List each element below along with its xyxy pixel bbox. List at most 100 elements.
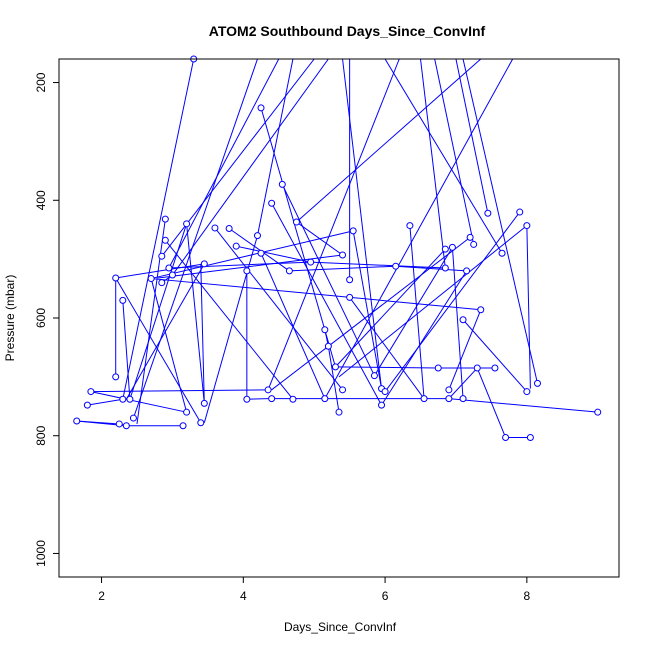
data-point [441,264,449,272]
series-line-segment [168,261,311,269]
series-line-segment [260,107,336,367]
y-tick-label: 400 [34,190,48,210]
data-point [292,218,300,226]
y-tick-label: 800 [34,425,48,445]
data-point [594,408,602,416]
data-point [183,220,191,228]
series-lines [76,59,598,438]
data-point [406,222,414,230]
data-point [200,399,208,407]
data-point [257,249,265,257]
series-line-segment [476,367,507,438]
data-point [119,296,127,304]
series-points [73,55,602,441]
series-line-segment [122,300,131,400]
data-point [459,395,467,403]
data-point [161,236,169,244]
data-point [197,419,205,427]
data-point [225,225,233,233]
series-line-segment [90,389,269,393]
series-line-segment [310,261,446,269]
data-point [126,395,134,403]
data-point [158,252,166,260]
data-point [307,258,315,266]
data-point [112,373,120,381]
data-point [473,364,481,372]
data-point [445,386,453,394]
data-point [445,395,453,403]
series-line-segment [296,59,482,223]
data-point [441,245,449,253]
data-point [147,275,155,283]
series-line-segment [186,223,205,404]
series-line-segment [246,398,269,400]
series-line-segment [384,59,503,254]
data-point [463,267,471,275]
data-point [349,227,357,235]
data-point [381,388,389,396]
data-point [161,215,169,223]
series-line-segment [455,59,489,214]
data-point [83,401,91,409]
x-tick-label: 2 [98,589,105,603]
data-point [477,306,485,314]
series-line-segment [132,59,258,419]
data-point [253,232,261,240]
series-line-segment [87,398,123,406]
data-point [526,433,534,441]
data-point [285,267,293,275]
data-point [158,279,166,287]
series-line-segment [172,59,329,276]
data-point [392,262,400,270]
data-point [523,222,531,230]
series-line-segment [448,309,482,390]
axes: 2 4 6 8 200 400 600 800 1000 [34,72,531,603]
series-line-segment [409,225,425,399]
x-axis-label: Days_Since_ConvInf [284,620,397,634]
series-line-segment [281,184,375,376]
data-point [339,251,347,259]
series-line-segment [150,278,188,413]
series-line-segment [115,277,202,424]
chart-title: ATOM2 Southbound Days_Since_ConvInf [209,23,486,39]
series-line-segment [448,398,598,413]
data-point [523,388,531,396]
data-point [470,240,478,248]
data-point [448,243,456,251]
series-line-segment [434,59,475,245]
y-tick-label: 600 [34,308,48,328]
series-line-segment [448,367,478,399]
data-point [370,372,378,380]
data-point [459,316,467,324]
series-line-segment [349,297,425,399]
series-line-segment [324,59,514,399]
data-point [268,199,276,207]
series-line-segment [342,59,383,389]
series-line-segment [395,265,467,272]
data-point [335,408,343,416]
data-point [484,209,492,217]
data-point [321,395,329,403]
data-point [491,364,499,372]
data-point [502,433,510,441]
data-point [115,420,123,428]
series-line-segment [338,225,528,378]
data-point [346,276,354,284]
data-point [129,414,137,422]
data-point [179,422,187,430]
series-line-segment [122,59,195,400]
series-line-segment [526,225,531,389]
series-line-segment [462,59,538,384]
data-point [321,326,329,334]
series-line-segment [384,211,521,392]
data-point [420,395,428,403]
series-line-segment [125,263,205,400]
data-point [516,208,524,216]
data-point [165,264,173,272]
data-point [257,104,265,112]
data-point [122,422,130,430]
data-point [200,260,208,268]
data-point [498,249,506,257]
